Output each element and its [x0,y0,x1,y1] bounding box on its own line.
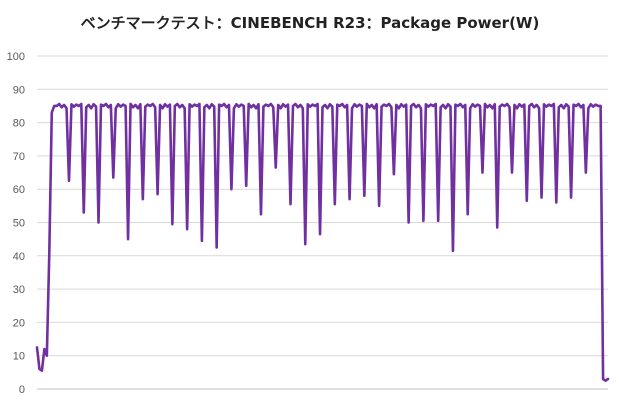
y-tick-label: 80 [13,118,25,130]
y-tick-label: 60 [13,184,25,196]
y-tick-label: 70 [13,151,25,163]
y-tick-label: 50 [13,218,25,230]
power-series-line [35,102,610,382]
y-axis-tick-labels: 0 10 20 30 40 50 60 70 80 90 100 [7,51,25,396]
y-tick-label: 10 [13,351,25,363]
y-tick-label: 40 [13,251,25,263]
chart-title: ベンチマークテスト：CINEBENCH R23：Package Power(W) [80,14,540,32]
y-tick-label: 0 [19,384,25,396]
y-tick-label: 30 [13,284,25,296]
y-tick-label: 100 [7,51,25,63]
y-tick-label: 20 [13,317,25,329]
y-tick-label: 90 [13,84,25,96]
